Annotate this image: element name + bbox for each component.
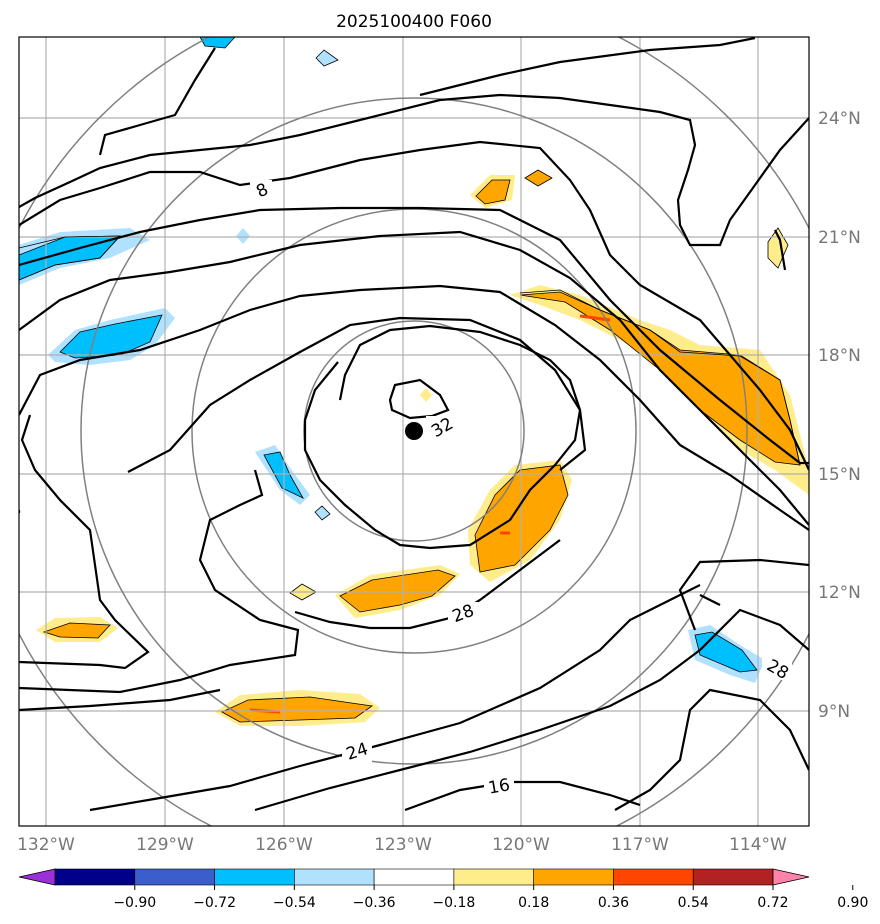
contour-label-16: 16	[487, 775, 512, 798]
colorbar-swatch	[533, 868, 614, 886]
lon-label: 126°W	[255, 835, 313, 855]
lat-label: 9°N	[818, 702, 850, 722]
lon-label: 117°W	[611, 835, 669, 855]
graticule	[19, 37, 809, 826]
colorbar-extend-high	[772, 868, 810, 886]
colorbar-tick-label: 0.36	[598, 895, 629, 911]
colorbar-tick-label: 0.72	[757, 895, 788, 911]
colorbar-swatch	[453, 868, 534, 886]
colorbar-extend-low	[18, 868, 56, 886]
lat-label: 21°N	[818, 228, 861, 248]
lon-label: 120°W	[492, 835, 550, 855]
shading-outlines	[19, 235, 801, 466]
lat-label: 24°N	[818, 109, 861, 129]
contour-labels: 8 32 28 24 16 28	[250, 180, 792, 799]
colorbar-swatch	[54, 868, 136, 886]
map-border	[18, 36, 810, 827]
colorbar-tick-label: 0.54	[678, 895, 709, 911]
lon-label: 123°W	[374, 835, 432, 855]
colorbar-swatch	[294, 868, 375, 886]
lon-label: 132°W	[17, 835, 75, 855]
lat-label: 12°N	[818, 583, 861, 603]
contour-lines	[19, 37, 809, 812]
colorbar-swatch	[134, 868, 215, 886]
longitude-labels: 132°W 129°W 126°W 123°W 120°W 117°W 114°…	[17, 835, 787, 855]
colorbar-tick-label: 0.18	[518, 895, 549, 911]
colorbar-tick-label: −0.18	[432, 895, 475, 911]
lon-label: 129°W	[136, 835, 194, 855]
colorbar-tick-label: −0.54	[273, 895, 316, 911]
colorbar-swatch	[613, 868, 694, 886]
colorbar-tick-label: −0.36	[353, 895, 396, 911]
storm-center-marker	[405, 422, 423, 440]
colorbar-swatch	[214, 868, 295, 886]
colorbar-swatch	[692, 868, 774, 886]
colorbar: −0.90 −0.72 −0.54 −0.36 −0.18 0.18 0.36 0.54 0.7…	[18, 868, 868, 911]
colorbar-tick-label: −0.72	[193, 895, 236, 911]
lat-label: 15°N	[818, 465, 861, 485]
lat-label: 18°N	[818, 346, 861, 366]
map-title: 2025100400 F060	[336, 12, 492, 32]
lon-label: 114°W	[729, 835, 787, 855]
colorbar-tick-label: −0.90	[113, 895, 156, 911]
colorbar-tick-label: 0.90	[837, 895, 868, 911]
latitude-labels: 24°N 21°N 18°N 15°N 12°N 9°N	[818, 109, 861, 722]
colorbar-swatch	[373, 868, 455, 886]
